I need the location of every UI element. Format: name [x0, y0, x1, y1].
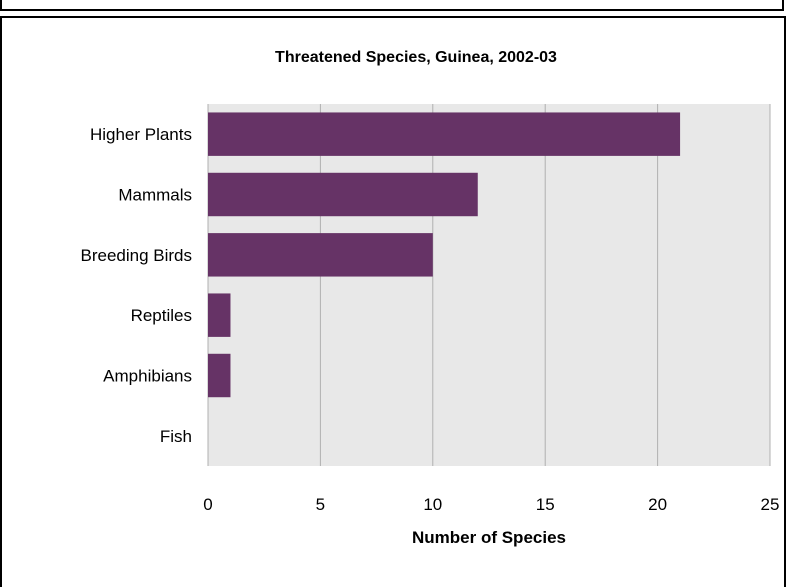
x-tick-label: 0: [203, 495, 212, 514]
bar-reptiles: [208, 293, 231, 337]
category-label-reptiles: Reptiles: [131, 306, 192, 325]
x-tick-label: 5: [316, 495, 325, 514]
top-panel-border: [0, 0, 784, 11]
x-tick-label: 25: [761, 495, 780, 514]
bar-amphibians: [208, 353, 231, 398]
x-axis-title: Number of Species: [412, 528, 566, 547]
x-tick-label: 15: [536, 495, 555, 514]
bars: [208, 112, 681, 398]
category-label-fish: Fish: [160, 427, 192, 446]
x-tick-labels: 0 5 10 15 20 25: [203, 495, 779, 514]
x-tick-label: 20: [648, 495, 667, 514]
bar-mammals: [208, 172, 478, 217]
category-labels: Higher Plants Mammals Breeding Birds Reptil…: [80, 125, 192, 446]
bar-breeding-birds: [208, 233, 433, 277]
chart-title: Threatened Species, Guinea, 2002-03: [275, 49, 557, 66]
x-tick-label: 10: [423, 495, 442, 514]
bar-higher-plants: [208, 112, 681, 156]
gridlines: [207, 104, 771, 466]
category-label-mammals: Mammals: [118, 186, 192, 205]
category-label-breeding-birds: Breeding Birds: [80, 246, 192, 265]
category-label-higher-plants: Higher Plants: [90, 125, 192, 144]
category-label-amphibians: Amphibians: [103, 367, 192, 386]
plot-area: [208, 104, 770, 466]
